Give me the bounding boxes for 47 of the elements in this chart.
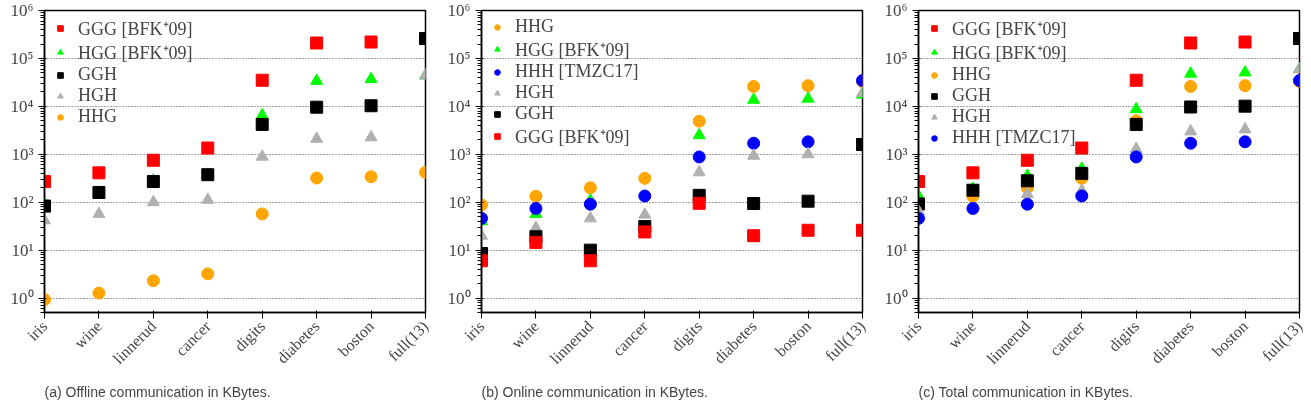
y-tick-label: 10⁶ (884, 1, 908, 20)
y-tick-label: 10¹ (11, 240, 34, 260)
legend-label: GGH (952, 85, 991, 106)
y-tick-label: 10⁶ (10, 1, 34, 20)
y-tick-label: 10⁰ (884, 288, 908, 308)
legend-label: HGH (515, 82, 554, 103)
y-tick-label: 10⁴ (10, 96, 34, 116)
legend-label: GGH (515, 103, 554, 124)
text: (a) Offline communication in KBytes. (44, 383, 271, 400)
legend-label: GGH (78, 64, 117, 85)
y-tick-label: 10⁵ (10, 48, 34, 68)
y-tick-label: 10⁵ (447, 48, 471, 68)
legend-label: HGG [BFK⁺09] (78, 42, 193, 64)
y-tick-label: 10¹ (885, 240, 908, 260)
y-tick-label: 10¹ (448, 240, 471, 260)
x-tick-label: wine (944, 317, 979, 352)
x-tick-label: iris (461, 317, 488, 344)
legend-label: GGG [BFK⁺09] (78, 18, 193, 40)
x-tick-label: wine (70, 317, 105, 352)
legend-label: HHH [TMZC17] (952, 127, 1076, 148)
legend-label: HGG [BFK⁺09] (515, 39, 630, 61)
y-tick-label: 10³ (11, 144, 34, 164)
legend-label: HGH (952, 106, 991, 127)
y-tick-label: 10⁶ (447, 1, 471, 20)
legend-label: HHG (78, 106, 117, 127)
text: (c) Total communication in KBytes. (918, 383, 1133, 400)
y-tick-label: 10² (11, 192, 34, 212)
x-tick-label: iris (898, 317, 925, 344)
legend-label: HGG [BFK⁺09] (952, 42, 1067, 64)
y-tick-label: 10² (885, 192, 908, 212)
y-tick-label: 10⁴ (884, 96, 908, 116)
legend-label: HGH (78, 85, 117, 106)
y-tick-label: 10² (448, 192, 471, 212)
legend-label: HHG (952, 64, 991, 85)
legend-label: HHG (515, 16, 554, 37)
x-tick-label: iris (24, 317, 51, 344)
y-tick-label: 10⁰ (10, 288, 34, 308)
y-tick-label: 10⁵ (884, 48, 908, 68)
legend-label: GGG [BFK⁺09] (952, 18, 1067, 40)
y-tick-label: 10⁴ (447, 96, 471, 116)
y-tick-label: 10³ (885, 144, 908, 164)
legend-label: GGG [BFK⁺09] (515, 126, 630, 148)
y-tick-label: 10⁰ (447, 288, 471, 308)
legend-label: HHH [TMZC17] (515, 61, 639, 82)
text: (b) Online communication in KBytes. (481, 383, 708, 400)
x-tick-label: wine (507, 317, 542, 352)
y-tick-label: 10³ (448, 144, 471, 164)
